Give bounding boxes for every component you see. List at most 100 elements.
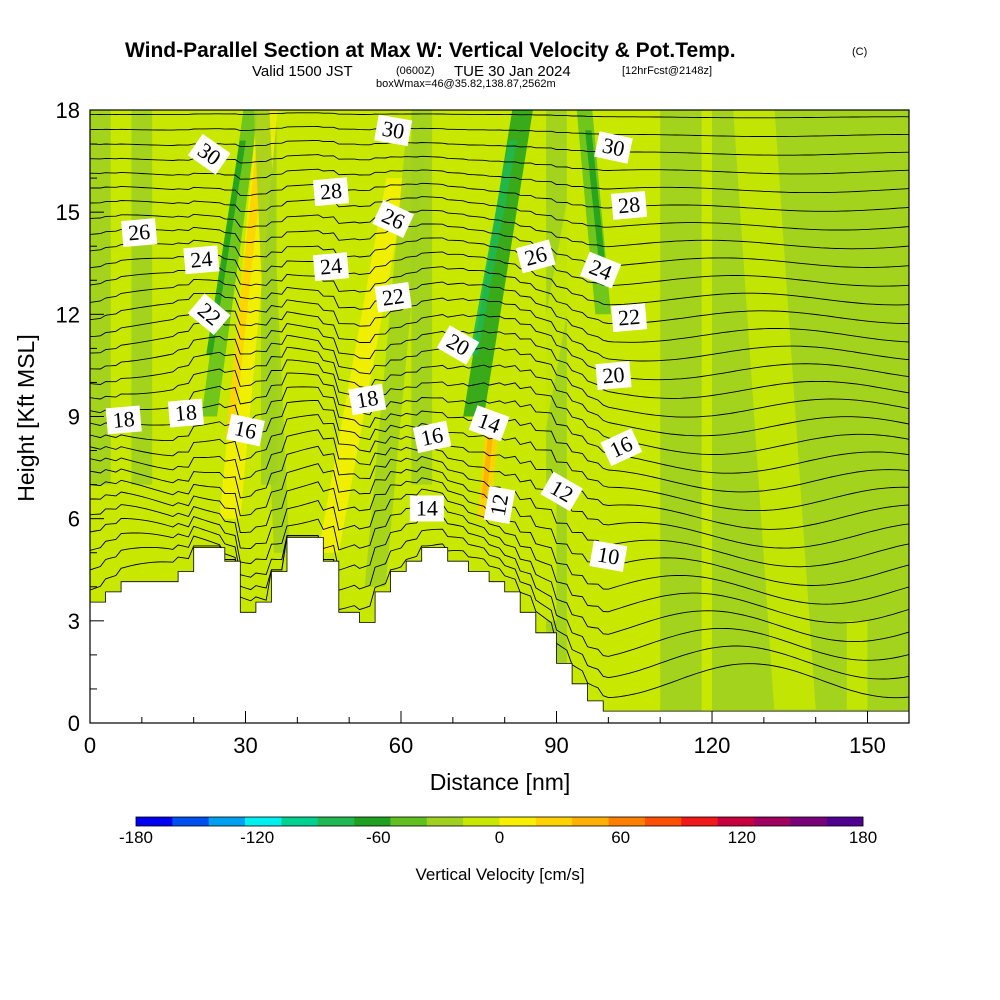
contour-label: 16: [412, 420, 452, 454]
contour-label-box: [589, 540, 628, 572]
x-tick-label: 90: [544, 733, 568, 758]
colorbar-tick-label: 60: [611, 828, 630, 847]
colorbar-swatch: [426, 817, 464, 826]
colorbar-swatch: [136, 817, 173, 826]
y-tick-label: 18: [56, 98, 80, 123]
contour-label-box: [611, 303, 648, 333]
contour-label: 22: [374, 282, 412, 313]
y-axis-label: Height [Kft MSL]: [13, 334, 39, 501]
contour-label-box: [121, 218, 158, 248]
colorbar-title: Vertical Velocity [cm/s]: [415, 865, 584, 884]
w-column: [364, 144, 426, 587]
theta-contour: [90, 126, 909, 137]
contour-label-box: [372, 200, 415, 238]
contour-label-box: [595, 361, 632, 391]
y-tick-label: 0: [68, 711, 80, 736]
contour-label: 24: [579, 251, 622, 289]
contour-label-text: 30: [380, 116, 406, 144]
chart-title: Wind-Parallel Section at Max W: Vertical…: [125, 39, 736, 62]
contour-label-text: 10: [595, 541, 621, 569]
contour-label-text: 26: [127, 219, 151, 246]
contour-label-box: [183, 245, 220, 275]
contour-label-text: 24: [189, 246, 213, 273]
theta-contour: [90, 414, 909, 530]
contour-label: 22: [611, 303, 648, 333]
x-axis-label: Distance [nm]: [430, 769, 571, 795]
colorbar-swatch: [681, 817, 718, 826]
colorbar-swatch: [572, 817, 609, 826]
contour-label: 18: [167, 398, 204, 428]
colorbar-swatch: [172, 817, 209, 826]
x-tick-label: 0: [84, 733, 96, 758]
theta-contour: [90, 279, 909, 343]
colorbar-swatch: [644, 817, 682, 826]
theta-contour: [90, 359, 909, 455]
w-column: [253, 110, 290, 553]
theta-contour: [90, 168, 909, 194]
theta-contour: [90, 196, 909, 231]
colorbar-swatch: [463, 817, 500, 826]
colorbar-swatch: [281, 817, 319, 826]
theta-contour: [90, 112, 909, 119]
contour-label-box: [374, 114, 413, 147]
contour-label: 30: [374, 114, 413, 147]
contour-label-box: [312, 252, 350, 282]
contour-label-box: [600, 428, 643, 467]
contour-label: 26: [121, 218, 158, 248]
contour-label: 24: [312, 252, 350, 282]
y-tick-label: 6: [68, 507, 80, 532]
contour-label-text: 16: [419, 422, 446, 451]
contour-label-box: [348, 383, 387, 416]
plot-area: [90, 110, 909, 723]
contour-label-text: 18: [112, 406, 136, 433]
w-column: [846, 620, 868, 710]
subtitle-valid: Valid 1500 JST: [252, 63, 353, 80]
y-axis: 0 3 6 9 12 15 18: [56, 98, 104, 736]
contour-label-text: 22: [617, 304, 641, 331]
colorbar-swatch: [826, 817, 864, 826]
w-column: [604, 110, 640, 417]
colorbar-swatch: [753, 817, 791, 826]
w-column-core: [206, 140, 246, 356]
contour-label-box: [105, 405, 142, 435]
y-tick-label: 9: [68, 405, 80, 430]
theta-contour: [90, 528, 909, 680]
contour-label: 14: [409, 495, 444, 522]
contour-label-box: [436, 325, 480, 365]
theta-contour: [90, 535, 909, 699]
contour-label-text: 12: [485, 492, 513, 518]
colorbar-swatch: [317, 817, 355, 826]
w-column-core: [481, 426, 494, 499]
colorbar-frame: [135, 816, 864, 827]
theta-contour: [90, 139, 909, 156]
subtitle-box: boxWmax=46@35.82,138.87,2562m: [376, 78, 556, 90]
contour-label-text: 28: [319, 178, 343, 205]
contour-label-box: [594, 131, 633, 164]
colorbar-swatch: [245, 817, 282, 826]
contour-label: 20: [595, 361, 632, 391]
contour-label: 18: [348, 383, 387, 416]
contour-label: 28: [312, 177, 350, 207]
theta-contour: [90, 265, 909, 325]
theta-contour: [90, 514, 909, 661]
contour-label: 26: [516, 239, 556, 274]
colorbar-tick-label: 0: [495, 828, 504, 847]
x-tick-label: 60: [389, 733, 413, 758]
colorbar-swatch: [717, 817, 755, 826]
theta-contour: [90, 488, 909, 624]
colorbar-tick-label: -120: [240, 828, 274, 847]
contour-label-text: 20: [601, 362, 625, 389]
contour-label-text: 28: [617, 191, 641, 218]
theta-contour: [90, 154, 909, 175]
contour-label: 12: [483, 486, 516, 524]
x-tick-label: 150: [849, 733, 886, 758]
contour-label: 28: [611, 190, 648, 220]
theta-contour: [90, 223, 909, 268]
x-axis: 0 30 60 90 120 150: [84, 711, 886, 758]
contour-label-text: 18: [354, 385, 380, 413]
subtitle-date: TUE 30 Jan 2024: [454, 63, 571, 80]
contour-label: 14: [468, 405, 510, 442]
contour-label-box: [312, 177, 350, 207]
theta-contour: [90, 209, 909, 250]
